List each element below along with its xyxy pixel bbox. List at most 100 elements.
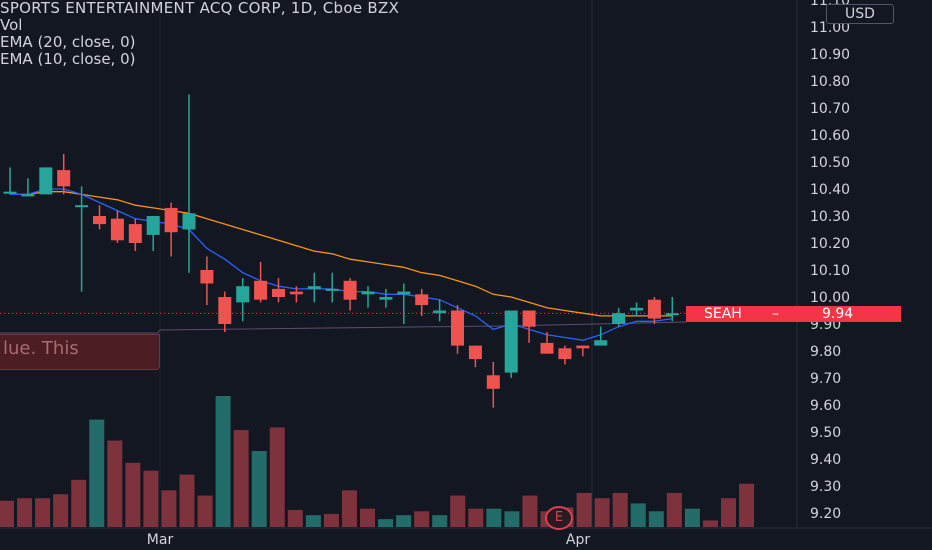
price-tag: SEAH – 9.94 — [686, 306, 901, 322]
time-axis: Mar Apr — [147, 532, 591, 548]
notice-banner-text: lue. This — [3, 338, 79, 359]
candle-body — [146, 216, 160, 235]
candle-body — [415, 294, 429, 306]
candle-body — [3, 191, 17, 194]
candle-body — [254, 280, 268, 300]
candle-body — [594, 340, 608, 346]
volume-bar — [197, 495, 213, 527]
candle-body — [540, 342, 554, 354]
candle-body — [21, 194, 35, 197]
candle-body — [397, 291, 411, 295]
y-tick-label: 10.60 — [810, 128, 850, 144]
candle-body — [576, 345, 590, 349]
volume-bar — [125, 462, 141, 527]
volume-bar — [53, 494, 69, 527]
volume-bar — [71, 479, 87, 527]
ema20-label[interactable]: EMA (20, close, 0) — [0, 33, 136, 51]
candle-body — [325, 288, 339, 291]
volume-bar — [287, 509, 303, 527]
candle-body — [630, 307, 643, 311]
y-tick-label: 11.00 — [810, 20, 850, 36]
candle-body — [504, 310, 518, 373]
candle-body — [272, 288, 285, 297]
vol-label[interactable]: Vol — [0, 16, 23, 34]
price-tag-value: 9.94 — [822, 306, 854, 322]
ema10-line — [10, 188, 673, 341]
volume-bar — [161, 490, 177, 527]
volume-bar — [305, 515, 321, 527]
y-tick-label: 9.30 — [810, 479, 841, 495]
volume-bar — [360, 508, 375, 527]
y-tick-label: 10.80 — [810, 74, 850, 90]
volume-bar — [739, 483, 755, 527]
volume-bar — [215, 396, 231, 527]
volume-bar — [666, 492, 682, 527]
candle-body — [200, 270, 214, 284]
y-tick-label: 9.60 — [810, 398, 841, 414]
chart-title[interactable]: SPORTS ENTERTAINMENT ACQ CORP, 1D, Cboe … — [0, 0, 400, 17]
band-line — [0, 321, 687, 334]
candle-body — [665, 313, 679, 316]
y-tick-label: 10.70 — [810, 101, 850, 117]
volume-bar — [432, 515, 448, 527]
y-tick-label: 10.90 — [810, 47, 850, 63]
y-tick-label: 9.50 — [810, 425, 841, 441]
x-tick-label: Apr — [566, 532, 590, 548]
volume-bar — [450, 495, 466, 527]
volume-bar — [684, 508, 700, 527]
volume-bar — [702, 520, 718, 527]
volume-bar — [143, 470, 159, 527]
y-tick-label: 9.40 — [810, 452, 841, 468]
volume-bar — [251, 451, 267, 527]
volume-bar — [17, 498, 33, 527]
y-tick-label: 9.70 — [810, 371, 841, 387]
y-tick-label: 10.40 — [810, 182, 850, 198]
volume-bar — [269, 427, 285, 527]
y-tick-label: 10.20 — [810, 236, 850, 252]
volume-bar — [35, 498, 51, 527]
candle-body — [647, 299, 661, 319]
price-tag-separator: – — [772, 306, 779, 322]
candle-body — [236, 286, 250, 303]
candle-body — [307, 286, 321, 289]
currency-button[interactable]: USD — [826, 4, 894, 24]
candle-body — [110, 218, 124, 241]
candle-body — [164, 207, 178, 233]
volume-bar — [0, 500, 14, 527]
ema-lines — [10, 188, 673, 341]
volume-bar — [504, 511, 520, 527]
volume-bar — [341, 490, 357, 527]
volume-bar — [468, 508, 484, 527]
candles — [3, 94, 679, 408]
volume-bar — [612, 492, 628, 527]
candle-body — [451, 310, 464, 346]
volume-bar — [630, 503, 646, 527]
reference-line — [0, 321, 687, 334]
notice-banner[interactable]: lue. This — [0, 334, 160, 370]
volume-bar — [233, 430, 249, 527]
candle-body — [486, 375, 500, 389]
price-tag-symbol: SEAH — [704, 306, 742, 322]
grid — [0, 0, 686, 528]
candle-body — [57, 170, 71, 187]
candle-body — [218, 297, 232, 324]
y-tick-label: 10.30 — [810, 209, 850, 225]
candle-body — [558, 348, 572, 360]
candle-body — [612, 313, 626, 324]
ema10-label[interactable]: EMA (10, close, 0) — [0, 50, 136, 68]
candle-body — [39, 167, 53, 195]
y-tick-label: 10.00 — [810, 290, 850, 306]
volume-bar — [323, 513, 339, 527]
candle-body — [379, 297, 393, 300]
candle-body — [433, 310, 447, 314]
candle-body — [75, 205, 89, 208]
volume-bar — [594, 498, 610, 527]
candle-body — [361, 291, 375, 295]
earnings-marker[interactable]: E — [545, 506, 573, 530]
volume-bar — [107, 440, 123, 527]
candle-body — [522, 310, 536, 327]
y-tick-label: 9.80 — [810, 344, 841, 360]
candle-body — [289, 291, 303, 295]
candle-body — [93, 216, 106, 225]
